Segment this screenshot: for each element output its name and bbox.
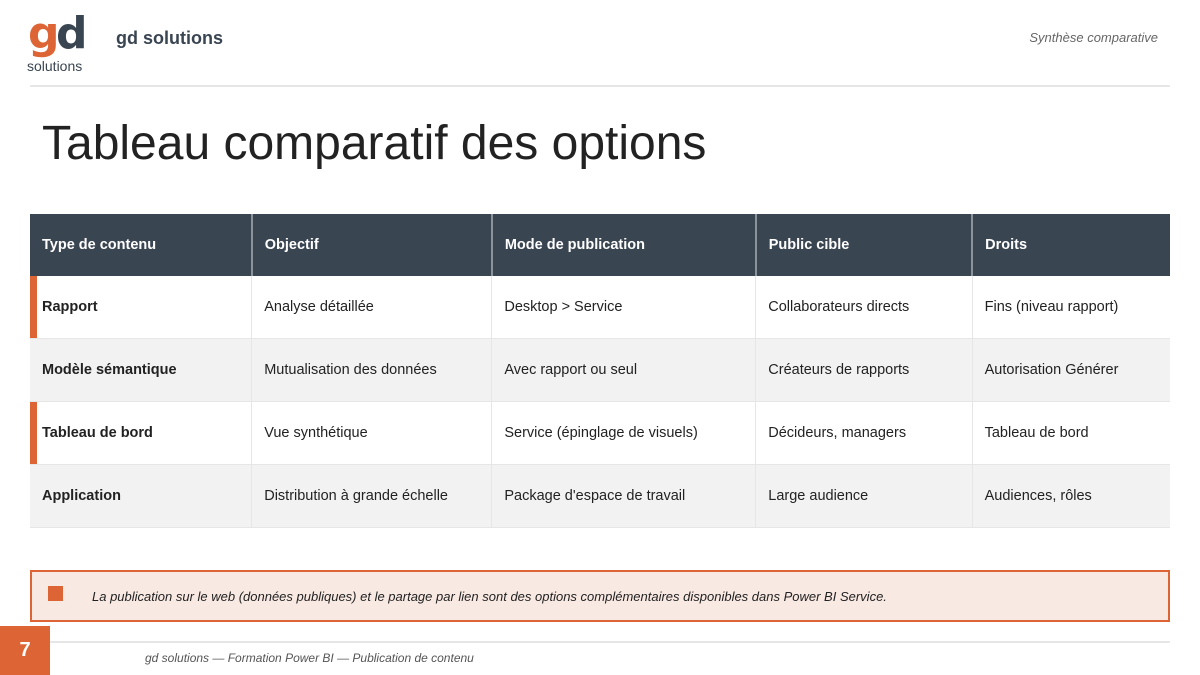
- cell-text: Avec rapport ou seul: [504, 362, 638, 378]
- row-accent-bar: [30, 276, 37, 338]
- note-text: La publication sur le web (données publi…: [92, 589, 887, 604]
- cell-text: Rapport: [42, 299, 98, 315]
- cell-text: Application: [42, 488, 121, 504]
- gd-solutions-logo: g d solutions: [27, 10, 88, 74]
- cell-text: Vue synthétique: [264, 425, 368, 441]
- table-cell: Vue synthétique: [251, 401, 492, 465]
- table-cell: Analyse détaillée: [251, 276, 492, 339]
- cell-text: Fins (niveau rapport): [984, 299, 1119, 315]
- section-label: Synthèse comparative: [1029, 30, 1158, 45]
- comparison-table: Type de contenu Objectif Mode de publicati…: [30, 214, 1170, 528]
- table-row: Rapport Analyse détaillée Desktop > Servic…: [30, 276, 1170, 339]
- table-row: Tableau de bord Vue synthétique Service (é…: [30, 401, 1170, 465]
- header-divider: [30, 85, 1170, 87]
- table-cell: Tableau de bord: [971, 401, 1170, 465]
- table-cell: Mutualisation des données: [251, 338, 492, 402]
- cell-text: Autorisation Générer: [984, 362, 1119, 378]
- page-number: 7: [0, 626, 50, 675]
- cell-text: Audiences, rôles: [984, 488, 1092, 504]
- table-cell: Modèle sémantique: [30, 338, 252, 402]
- footer-text: gd solutions — Formation Power BI — Publ…: [145, 651, 474, 665]
- cell-text: Tableau de bord: [984, 425, 1089, 441]
- square-bullet-icon: [48, 586, 63, 601]
- table-cell: Application: [30, 464, 252, 528]
- table-cell: Collaborateurs directs: [755, 276, 973, 339]
- column-header: Mode de publication: [490, 214, 756, 276]
- column-header: Type de contenu: [30, 214, 252, 276]
- table-cell: Décideurs, managers: [755, 401, 973, 465]
- table-cell: Rapport: [30, 276, 252, 339]
- column-header: Public cible: [754, 214, 973, 276]
- svg-text:g: g: [28, 10, 57, 59]
- cell-text: Large audience: [768, 488, 869, 504]
- table-cell: Tableau de bord: [30, 401, 252, 465]
- info-note: La publication sur le web (données publi…: [30, 570, 1170, 622]
- page-title: Tableau comparatif des options: [42, 117, 707, 170]
- table-row: Modèle sémantique Mutualisation des donné…: [30, 338, 1170, 402]
- column-header: Droits: [971, 214, 1170, 276]
- table-cell: Avec rapport ou seul: [491, 338, 756, 402]
- cell-text: Service (épinglage de visuels): [504, 425, 698, 441]
- table-cell: Large audience: [755, 464, 973, 528]
- cell-text: Package d'espace de travail: [504, 488, 686, 504]
- table-cell: Service (épinglage de visuels): [491, 401, 756, 465]
- cell-text: Analyse détaillée: [264, 299, 374, 315]
- brand-name: gd solutions: [116, 28, 223, 48]
- cell-text: Collaborateurs directs: [768, 299, 910, 315]
- cell-text: Mutualisation des données: [264, 362, 437, 378]
- table-cell: Audiences, rôles: [971, 464, 1170, 528]
- cell-text: Distribution à grande échelle: [264, 488, 448, 504]
- table-cell: Package d'espace de travail: [491, 464, 756, 528]
- column-header: Objectif: [250, 214, 492, 276]
- row-accent-bar: [30, 402, 37, 464]
- table-cell: Distribution à grande échelle: [251, 464, 492, 528]
- table-cell: Desktop > Service: [491, 276, 756, 339]
- table-cell: Autorisation Générer: [971, 338, 1170, 402]
- svg-text:solutions: solutions: [27, 58, 82, 74]
- footer-divider: [30, 641, 1170, 643]
- table-row: Application Distribution à grande échelle…: [30, 464, 1170, 528]
- cell-text: Modèle sémantique: [42, 362, 177, 378]
- cell-text: Créateurs de rapports: [768, 362, 910, 378]
- table-cell: Créateurs de rapports: [755, 338, 973, 402]
- table-header-row: Type de contenu Objectif Mode de publicati…: [30, 214, 1170, 276]
- cell-text: Tableau de bord: [42, 425, 153, 441]
- svg-text:d: d: [56, 10, 88, 59]
- cell-text: Desktop > Service: [504, 299, 623, 315]
- cell-text: Décideurs, managers: [768, 425, 907, 441]
- table-cell: Fins (niveau rapport): [971, 276, 1170, 339]
